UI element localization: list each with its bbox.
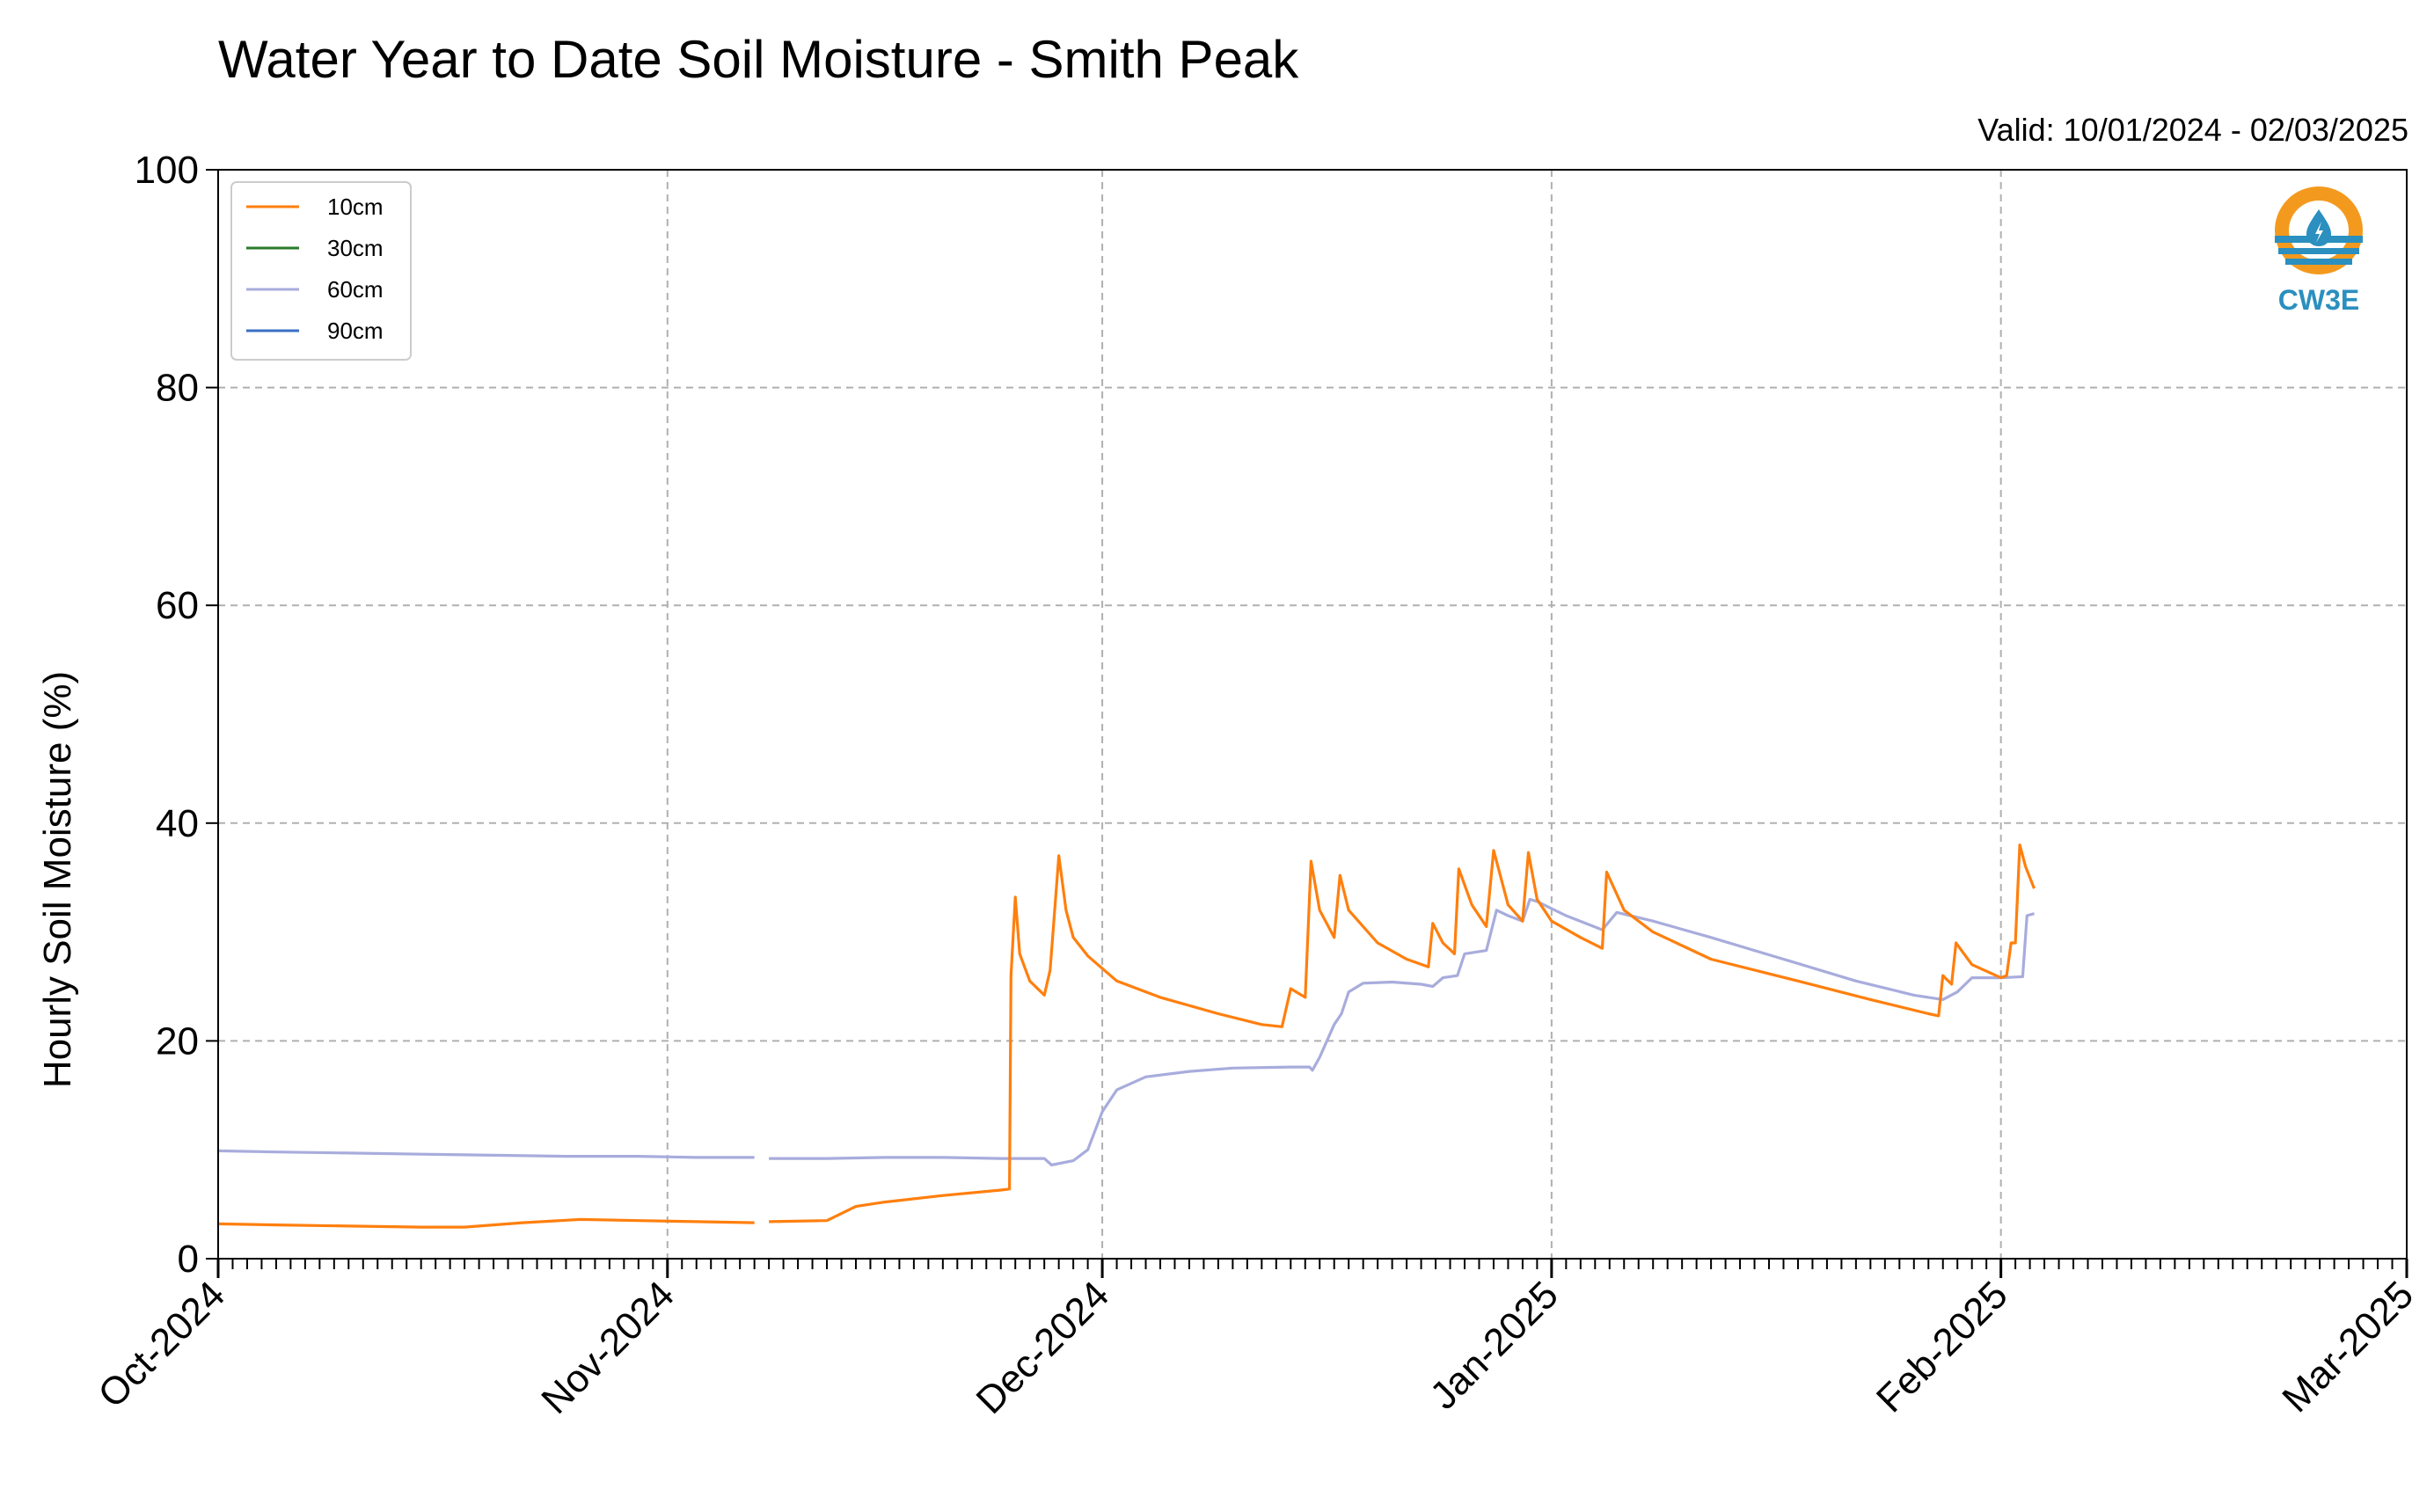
- lightning-icon: [2315, 222, 2323, 243]
- cw3e-logo: CW3E: [2275, 186, 2363, 316]
- logo-text: CW3E: [2278, 284, 2359, 316]
- logo-wave-band-2: [2278, 248, 2359, 254]
- legend-box: [230, 181, 412, 361]
- legend: 10cm 30cm 60cm 90cm: [230, 181, 412, 361]
- x-tick-label: Dec-2024: [968, 1273, 1118, 1422]
- chart-subtitle: Valid: 10/01/2024 - 02/03/2025: [1977, 112, 2408, 148]
- y-tick-label: 40: [156, 802, 199, 845]
- x-tick-label: Nov-2024: [533, 1273, 683, 1422]
- axis-ticks: 0 20 40 60 80 100 Oct-2024 Nov-2024 Dec-2024 Jan-…: [90, 149, 2422, 1422]
- x-tick-label: Feb-2025: [1868, 1273, 2016, 1421]
- y-axis-label: Hourly Soil Moisture (%): [36, 671, 79, 1088]
- x-tick-label: Oct-2024: [90, 1273, 233, 1416]
- logo-wave-band-3: [2285, 259, 2352, 265]
- y-tick-label: 0: [178, 1238, 199, 1281]
- series-layer: [217, 844, 2036, 1229]
- x-tick-label: Mar-2025: [2274, 1273, 2422, 1421]
- y-tick-label: 20: [156, 1019, 199, 1063]
- y-tick-label: 80: [156, 367, 199, 410]
- x-tick-label: Jan-2025: [1422, 1273, 1567, 1417]
- series-line-10cm: [217, 844, 2036, 1229]
- legend-label: 30cm: [327, 235, 384, 261]
- legend-label: 10cm: [327, 194, 384, 220]
- grid: [218, 170, 2407, 1259]
- plot-frame: [217, 169, 2408, 1260]
- series-line-60cm: [217, 897, 2035, 1167]
- y-tick-label: 100: [135, 149, 199, 192]
- y-tick-label: 60: [156, 584, 199, 627]
- legend-label: 90cm: [327, 318, 384, 344]
- chart-title: Water Year to Date Soil Moisture - Smith…: [218, 30, 1299, 89]
- legend-label: 60cm: [327, 276, 384, 303]
